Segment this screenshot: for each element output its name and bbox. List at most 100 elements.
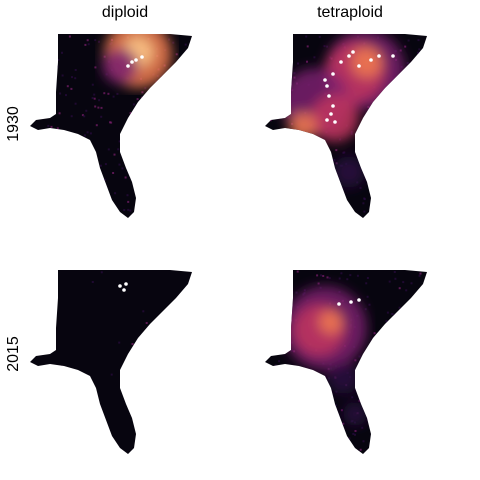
occurrence-point: [140, 55, 144, 59]
density-cell: [393, 182, 396, 185]
density-cell: [343, 151, 346, 154]
density-cell: [340, 409, 343, 412]
density-cell: [413, 369, 416, 372]
density-cell: [44, 47, 47, 50]
density-cell: [419, 157, 422, 160]
density-cell: [270, 142, 273, 145]
density-cell: [109, 121, 111, 124]
density-cell: [397, 401, 400, 404]
density-cell: [187, 174, 190, 177]
density-cell: [415, 309, 418, 312]
density-cell: [280, 418, 283, 421]
density-cell: [147, 184, 150, 187]
density-cell: [155, 187, 158, 190]
density-cell: [56, 127, 59, 130]
density-cell: [402, 127, 405, 129]
density-cell: [324, 151, 327, 154]
density-cell: [400, 160, 403, 162]
density-cell: [72, 169, 75, 172]
density-cell: [322, 190, 325, 193]
density-cell: [372, 194, 374, 197]
density-cell: [175, 53, 178, 56]
density-cell: [272, 74, 275, 77]
density-cell: [348, 437, 351, 440]
density-cell: [408, 376, 411, 379]
density-cell: [152, 133, 155, 136]
density-cell: [416, 204, 419, 207]
density-cell: [131, 343, 134, 345]
density-cell: [357, 386, 360, 389]
density-cell: [320, 274, 322, 277]
density-cell: [161, 183, 164, 186]
density-cell: [287, 454, 289, 456]
density-cell: [356, 274, 359, 277]
density-cell: [168, 196, 171, 199]
density-cell: [33, 62, 36, 65]
density-cell: [422, 396, 425, 399]
density-cell: [297, 176, 300, 179]
density-cell: [192, 187, 194, 189]
density-cell: [94, 105, 97, 108]
density-cell: [385, 346, 388, 349]
density-cell: [42, 81, 44, 84]
density-cell: [311, 374, 314, 377]
density-cell: [143, 198, 145, 201]
density-cell: [379, 166, 382, 169]
density-cell: [107, 92, 110, 95]
density-cell: [381, 133, 384, 136]
density-cell: [193, 70, 195, 72]
density-cell: [395, 184, 398, 187]
density-cell: [141, 96, 144, 99]
density-cell: [418, 274, 421, 277]
density-hotspot: [311, 94, 359, 142]
density-cell: [62, 172, 65, 175]
occurrence-point: [339, 60, 343, 64]
density-cell: [407, 112, 410, 115]
column-label-diploid: diploid: [101, 4, 149, 21]
density-cell: [142, 158, 145, 161]
density-cell: [382, 159, 385, 162]
density-cell: [165, 105, 168, 108]
density-cell: [362, 440, 365, 443]
density-cell: [71, 191, 74, 194]
density-cell: [407, 190, 410, 193]
density-cell: [273, 420, 276, 422]
density-cell: [145, 131, 148, 134]
density-cell: [165, 162, 168, 164]
density-cell: [419, 272, 422, 275]
density-cell: [295, 181, 298, 184]
density-cell: [290, 280, 293, 283]
density-cell: [269, 418, 272, 421]
density-cell: [276, 177, 279, 180]
density-cell: [185, 50, 188, 53]
density-cell: [346, 278, 349, 281]
density-cell: [417, 39, 420, 42]
density-cell: [392, 361, 395, 364]
density-cell: [379, 137, 382, 140]
density-cell: [380, 425, 383, 428]
density-cell: [127, 200, 130, 203]
occurrence-point: [329, 112, 333, 116]
density-cell: [409, 177, 412, 180]
density-cell: [376, 148, 378, 151]
density-cell: [56, 65, 59, 68]
density-cell: [117, 148, 120, 151]
density-cell: [429, 327, 431, 329]
density-cell: [370, 142, 373, 145]
density-cell: [76, 193, 79, 196]
density-cell: [399, 172, 402, 174]
density-cell: [303, 160, 306, 163]
density-cell: [386, 88, 389, 91]
density-cell: [142, 168, 145, 171]
density-cell: [282, 438, 285, 441]
density-cell: [314, 170, 317, 173]
density-cell: [406, 100, 409, 103]
occurrence-point: [134, 58, 138, 62]
density-cell: [85, 109, 88, 112]
density-cell: [424, 165, 427, 167]
density-cell: [88, 143, 90, 145]
density-cell: [156, 208, 159, 211]
density-cell: [351, 396, 354, 399]
density-cell: [98, 40, 100, 43]
density-cell: [290, 128, 292, 131]
